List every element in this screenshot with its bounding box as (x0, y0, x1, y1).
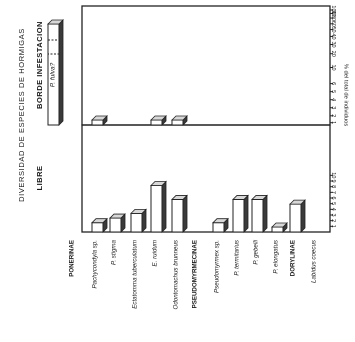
bar-libre-ectatomma-tuberculatum-face (130, 212, 143, 233)
category-label-pseudomyrmex-sp: Pseudomyrmex sp. (214, 240, 221, 293)
panel-frame-borde-infestacion (81, 5, 331, 126)
panel-name-borde-infestacion: BORDE INFESTACION (35, 21, 44, 109)
bar-libre-e-ruidum-side (161, 180, 167, 233)
bar-borde-infestacion-pachycondyla-sp (91, 115, 108, 126)
ytick-label-borde-infestacion-12: 80 (330, 15, 336, 21)
ytick-label-borde-infestacion-6: 10 (330, 64, 336, 70)
ytick-label-libre-0: 1 (330, 225, 336, 228)
ytick-label-borde-infestacion-4: 5 (330, 90, 336, 93)
bar-libre-pseudomyrmex-sp-face (212, 222, 225, 233)
chart-title: DIVERSIDAD DE ESPECIES DE HORMIGAS (17, 28, 26, 202)
bar-libre-labidus-coecus-side (300, 199, 306, 233)
category-label-odontomachus-brunneus: Odontomachus brunneus (173, 240, 180, 309)
bar-libre-p-stigma-face (109, 217, 122, 233)
bar-borde-infestacion-pachycondyla-sp-top (91, 115, 108, 121)
bar-libre-ectatomma-tuberculatum-top (130, 208, 147, 214)
bar-borde-infestacion-p-fulva-side (58, 19, 64, 126)
category-label-pachycondyla-sp: Pachycondyla sp. (92, 240, 99, 289)
ytick-label-borde-infestacion-1: 2 (330, 114, 336, 117)
bar-libre-odontomachus-brunneus-side (182, 194, 188, 233)
bar-libre-pachycondyla-sp-face (91, 222, 104, 233)
bar-libre-e-ruidum (150, 180, 167, 233)
ytick-label-libre-8: 9 (330, 179, 336, 182)
bar-libre-labidus-coecus-face (289, 203, 302, 233)
ytick-label-borde-infestacion-13: 90 (330, 10, 336, 16)
y-axis-label: % del total de individuos (342, 64, 348, 127)
panel-frames (81, 5, 333, 233)
ytick-label-borde-infestacion-0: 1 (330, 121, 336, 124)
category-label-p-termitarius: P. termitarius (234, 240, 241, 276)
bar-libre-pachycondyla-sp-top (91, 218, 108, 224)
ytick-label-borde-infestacion-14: 100 (330, 5, 336, 14)
bar-libre-e-ruidum-face (150, 185, 163, 233)
bar-libre-p-gebelli-side (262, 194, 268, 233)
bar-libre-labidus-coecus-top (289, 199, 306, 205)
bar-libre-p-elongatus-face (271, 226, 284, 233)
bar-libre-p-termitarius-face (232, 198, 245, 233)
bar-libre-odontomachus-brunneus-face (171, 198, 184, 233)
bar-libre-p-termitarius-side (243, 194, 249, 233)
bars (47, 19, 306, 233)
bar-libre-p-gebelli-face (251, 198, 264, 233)
bar-libre-p-elongatus (271, 222, 288, 233)
category-label-labidus-coecus: Labidus coecus (311, 240, 318, 283)
category-label-pseudomyrmecinae: PSEUDOMYRMECINAE (192, 240, 199, 308)
bar-libre-pseudomyrmex-sp-top (212, 218, 229, 224)
bar-libre-pachycondyla-sp (91, 217, 108, 233)
bar-libre-labidus-coecus (289, 199, 306, 233)
category-label-ponerinae: PONERINAE (69, 240, 76, 277)
ytick-label-borde-infestacion-8: 30 (330, 41, 336, 47)
ytick-label-libre-1: 2 (330, 219, 336, 222)
ytick-label-libre-7: 8 (330, 185, 336, 188)
ytick-label-borde-infestacion-2: 3 (330, 106, 336, 109)
category-label-p-gebelli: P. gebelli (253, 239, 260, 264)
ytick-label-libre-9: 10 (330, 172, 336, 178)
ytick-label-borde-infestacion-10: 50 (330, 26, 336, 32)
bar-libre-ectatomma-tuberculatum (130, 208, 147, 233)
category-label-p-elongatus: P. elongatus (273, 240, 280, 274)
bar-libre-p-termitarius (232, 194, 249, 233)
ytick-label-borde-infestacion-7: 20 (330, 51, 336, 57)
category-label-p-stigma: P. stigma (111, 239, 118, 265)
panel-name-libre: LIBRE (35, 166, 44, 191)
ytick-label-libre-5: 6 (330, 196, 336, 199)
bar-libre-p-stigma (109, 213, 126, 233)
bar-libre-odontomachus-brunneus-top (171, 195, 188, 200)
ytick-label-borde-infestacion-3: 4 (330, 98, 336, 101)
bar-borde-infestacion-e-ruidum-top (150, 115, 167, 121)
bar-libre-p-elongatus-top (271, 222, 288, 228)
bar-borde-infestacion-e-ruidum (150, 115, 167, 126)
bar-libre-p-gebelli (251, 194, 268, 233)
ytick-label-libre-4: 5 (330, 202, 336, 205)
ytick-label-libre-3: 4 (330, 208, 336, 211)
bar-borde-infestacion-p-fulva (47, 19, 64, 126)
bar-borde-infestacion-pachycondyla-sp-face (91, 119, 104, 126)
ytick-label-borde-infestacion-11: 60 (330, 21, 336, 27)
bar-libre-pseudomyrmex-sp (212, 217, 229, 233)
bar-libre-e-ruidum-top (150, 181, 167, 186)
bar-libre-odontomachus-brunneus (171, 194, 188, 233)
ytick-label-borde-infestacion-9: 40 (330, 33, 336, 39)
category-label-dorylinae: DORYLINAE (290, 240, 297, 276)
ytick-label-borde-infestacion-5: 6 (330, 82, 336, 85)
annotation-p-fulva: P. fulva? (50, 62, 57, 87)
ytick-label-libre-6: 7 (330, 191, 336, 194)
bar-borde-infestacion-odontomachus-brunneus-top (171, 115, 188, 121)
bar-libre-p-termitarius-top (232, 195, 249, 200)
category-label-e-ruidum: E. ruidum (152, 240, 159, 266)
bar-borde-infestacion-odontomachus-brunneus-face (171, 119, 184, 126)
ytick-label-libre-2: 3 (330, 213, 336, 216)
bar-borde-infestacion-e-ruidum-face (150, 119, 163, 126)
bar-libre-p-stigma-top (109, 213, 126, 219)
panel-frame-libre (81, 124, 331, 233)
bar-libre-p-gebelli-top (251, 195, 268, 200)
bar-break-mark (47, 39, 60, 55)
bar-borde-infestacion-p-fulva-top (47, 19, 64, 25)
category-label-ectatomma-tuberculatum: Ectatomma tuberculatum (132, 240, 139, 309)
bar-borde-infestacion-odontomachus-brunneus (171, 115, 188, 126)
